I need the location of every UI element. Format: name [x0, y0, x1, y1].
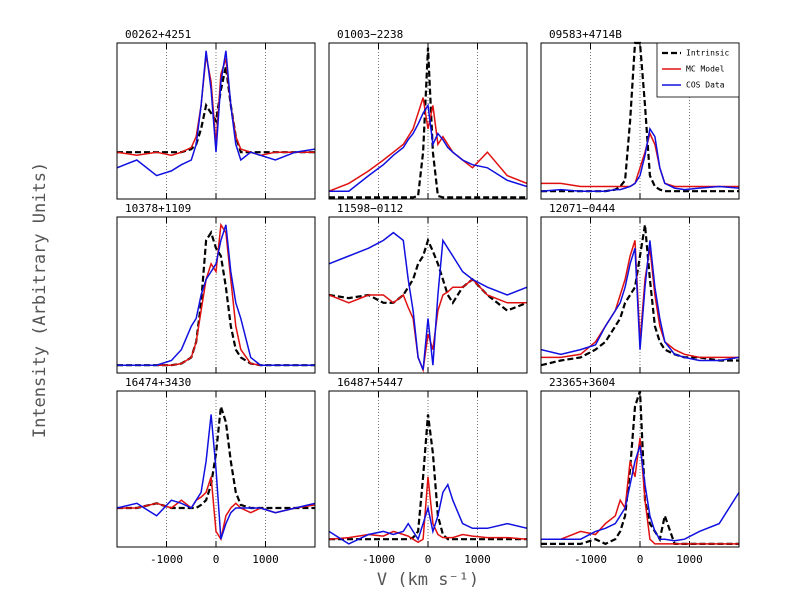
panel-title: 00262+4251: [125, 28, 191, 41]
x-tick-label: 1000: [252, 553, 279, 566]
x-tick-label: 1000: [464, 553, 491, 566]
x-tick-label: 0: [213, 553, 220, 566]
y-axis-label: Intensity (Arbitrary Units): [30, 162, 50, 438]
panel-title: 10378+1109: [125, 202, 191, 215]
series-line: [329, 103, 527, 192]
x-tick-label: 1000: [676, 553, 703, 566]
panel-frame: [540, 390, 740, 548]
x-tick-label: -1000: [150, 553, 183, 566]
legend-label: MC Model: [686, 65, 725, 74]
panel-title: 09583+4714B: [549, 28, 622, 41]
series-line: [117, 406, 315, 510]
panel-title: 16474+3430: [125, 376, 191, 389]
series-line: [117, 222, 315, 366]
panel-frame: [116, 216, 316, 374]
panel-title: 23365+3604: [549, 376, 616, 389]
x-tick-label: -1000: [574, 553, 607, 566]
series-line: [541, 224, 739, 367]
legend-label: COS Data: [686, 81, 725, 90]
series-line: [117, 66, 315, 154]
panel-frame: [328, 216, 528, 374]
series-line: [541, 445, 739, 542]
panel-frame: [540, 42, 740, 200]
series-line: [329, 482, 527, 545]
x-axis-label: V (km s⁻¹): [377, 570, 479, 590]
series-line: [541, 240, 739, 362]
series-line: [117, 476, 315, 542]
panel-title: 16487+5447: [337, 376, 403, 389]
panel-frame: [116, 390, 316, 548]
x-tick-label: 0: [425, 553, 432, 566]
legend-label: Intrinsic: [686, 49, 730, 58]
series-line: [117, 50, 315, 177]
panel-frame: [116, 42, 316, 200]
series-line: [117, 414, 315, 540]
panel-frame: [540, 216, 740, 374]
legend-box: [656, 42, 740, 98]
series-line: [329, 47, 527, 199]
panel-title: 12071−0444: [549, 202, 616, 215]
series-line: [541, 126, 739, 192]
series-line: [541, 131, 739, 188]
panel-title: 01003−2238: [337, 28, 403, 41]
panel-frame: [328, 390, 528, 548]
series-line: [117, 224, 315, 366]
x-tick-label: -1000: [362, 553, 395, 566]
series-line: [329, 278, 527, 373]
series-line: [329, 97, 527, 192]
series-line: [329, 476, 527, 544]
panel-title: 11598−0112: [337, 202, 403, 215]
series-line: [329, 414, 527, 541]
x-tick-label: 0: [637, 553, 644, 566]
panel-frame: [328, 42, 528, 200]
series-line: [329, 231, 527, 371]
